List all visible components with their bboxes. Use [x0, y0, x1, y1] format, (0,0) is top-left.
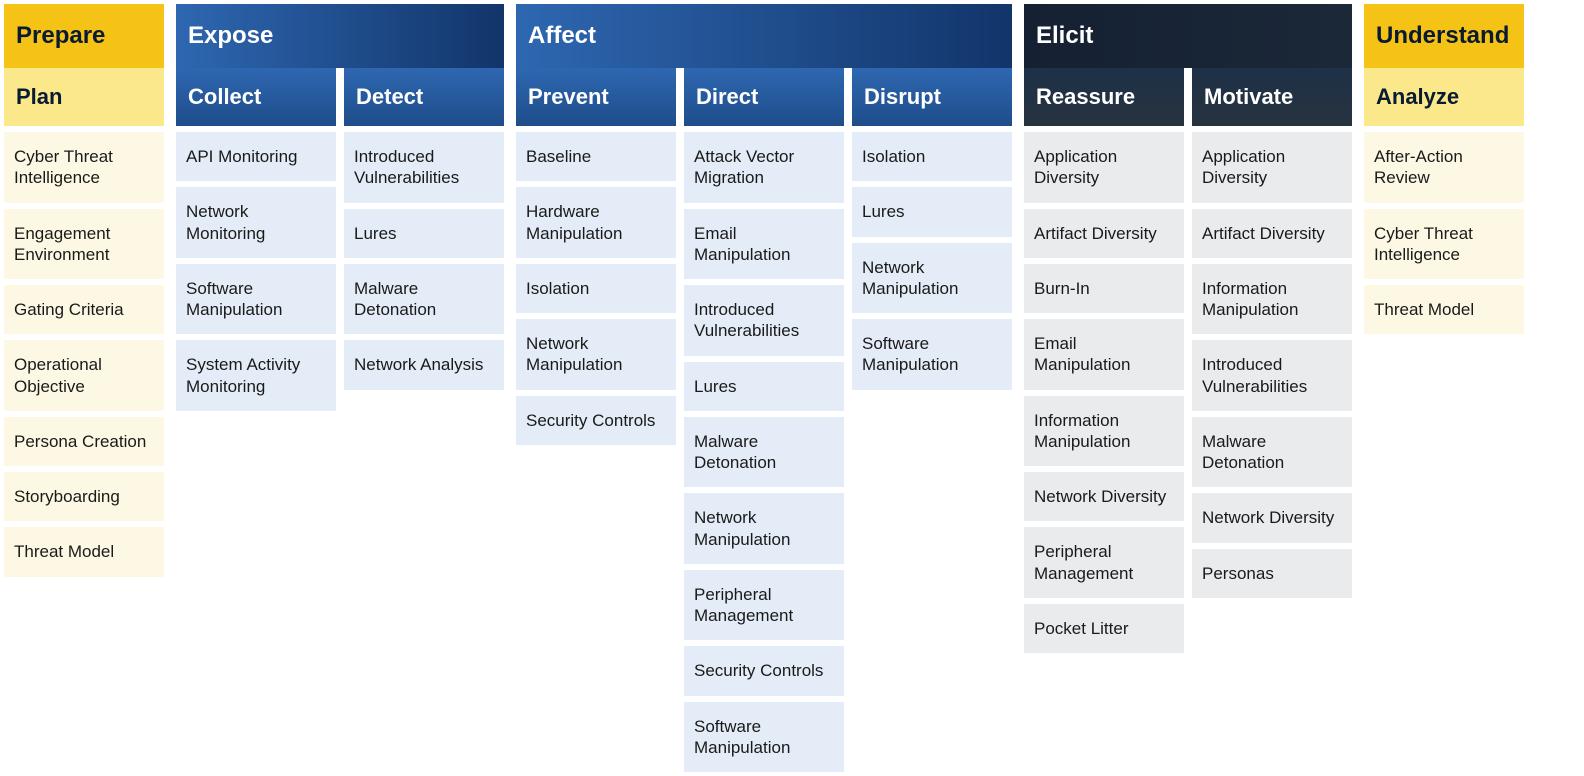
column-items: API Monitoring Network MonitoringSoftware…: [176, 126, 336, 411]
matrix-item[interactable]: After-Action Review: [1364, 132, 1524, 203]
matrix-item[interactable]: Network Manipulation: [516, 319, 676, 390]
matrix-item[interactable]: Introduced Vulnerabilities: [1192, 340, 1352, 411]
column-collect: CollectAPI MonitoringNetwork MonitoringS…: [176, 68, 336, 411]
column-plan: PlanCyber Threat IntelligenceEngagement …: [4, 68, 164, 577]
columns-row: Prevent Baseline Hardware Manipulation Isol…: [516, 68, 1012, 772]
column-items: Baseline Hardware Manipulation Isolation Ne…: [516, 126, 676, 445]
matrix-item[interactable]: Malware Detonation: [684, 417, 844, 488]
matrix-item[interactable]: API Monitoring: [176, 132, 336, 181]
matrix-item[interactable]: Peripheral Management: [684, 570, 844, 641]
matrix-item[interactable]: Gating Criteria: [4, 285, 164, 334]
group-prepare: PreparePlanCyber Threat IntelligenceEnga…: [4, 4, 164, 577]
column-detect: Detect Introduced Vulnerabilities Lures Mal…: [344, 68, 504, 390]
matrix-item[interactable]: Peripheral Management: [1024, 527, 1184, 598]
column-disrupt: Disrupt Isolation Lures Network Manipulatio…: [852, 68, 1012, 390]
column-header: Plan: [4, 68, 164, 126]
matrix-item[interactable]: Isolation: [852, 132, 1012, 181]
column-motivate: Motivate Application Diversity Artifact Di…: [1192, 68, 1352, 598]
columns-row: ReassureApplication DiversityArtifact Di…: [1024, 68, 1352, 653]
column-header: Analyze: [1364, 68, 1524, 126]
group-header: Prepare: [4, 4, 164, 68]
group-affect: AffectPrevent Baseline Hardware Manipulati…: [516, 4, 1012, 772]
column-items: Introduced Vulnerabilities Lures Malware D…: [344, 126, 504, 390]
matrix-item[interactable]: Hardware Manipulation: [516, 187, 676, 258]
matrix-item[interactable]: Network Monitoring: [176, 187, 336, 258]
column-header: Direct: [684, 68, 844, 126]
matrix-item[interactable]: Introduced Vulnerabilities: [684, 285, 844, 356]
columns-row: PlanCyber Threat IntelligenceEngagement …: [4, 68, 164, 577]
column-reassure: Reassure Application Diversity Artifact Di…: [1024, 68, 1184, 653]
group-understand: UnderstandAnalyzeAfter-Action ReviewCybe…: [1364, 4, 1524, 334]
column-prevent: Prevent Baseline Hardware Manipulation Isol…: [516, 68, 676, 445]
column-items: Attack Vector MigrationEmail Manipulatio…: [684, 126, 844, 772]
column-header: Reassure: [1024, 68, 1184, 126]
matrix-item[interactable]: Personas: [1192, 549, 1352, 598]
matrix-item[interactable]: Introduced Vulnerabilities: [344, 132, 504, 203]
matrix-item[interactable]: Network Diversity: [1192, 493, 1352, 542]
matrix-item[interactable]: Information Manipulation: [1192, 264, 1352, 335]
matrix-item[interactable]: Network Diversity: [1024, 472, 1184, 521]
matrix-item[interactable]: Cyber Threat Intelligence: [4, 132, 164, 203]
matrix-item[interactable]: Software Manipulation: [684, 702, 844, 773]
matrix-item[interactable]: Security Controls: [684, 646, 844, 695]
matrix-item[interactable]: Pocket Litter: [1024, 604, 1184, 653]
column-items: Application Diversity Artifact Diversity B…: [1024, 126, 1184, 653]
matrix-item[interactable]: Threat Model: [4, 527, 164, 576]
column-analyze: AnalyzeAfter-Action ReviewCyber Threat I…: [1364, 68, 1524, 334]
column-direct: DirectAttack Vector MigrationEmail Manip…: [684, 68, 844, 772]
matrix-item[interactable]: Burn-In: [1024, 264, 1184, 313]
matrix-item[interactable]: Application Diversity: [1024, 132, 1184, 203]
engage-matrix: PreparePlanCyber Threat IntelligenceEnga…: [4, 4, 1580, 772]
matrix-item[interactable]: Lures: [684, 362, 844, 411]
matrix-item[interactable]: Email Manipulation: [1024, 319, 1184, 390]
matrix-item[interactable]: Network Analysis: [344, 340, 504, 389]
group-header: Elicit: [1024, 4, 1352, 68]
column-header: Motivate: [1192, 68, 1352, 126]
matrix-item[interactable]: Storyboarding: [4, 472, 164, 521]
column-items: After-Action ReviewCyber Threat Intellig…: [1364, 126, 1524, 334]
matrix-item[interactable]: Malware Detonation: [1192, 417, 1352, 488]
matrix-item[interactable]: Security Controls: [516, 396, 676, 445]
matrix-item[interactable]: Baseline: [516, 132, 676, 181]
matrix-item[interactable]: Lures: [344, 209, 504, 258]
matrix-item[interactable]: Artifact Diversity: [1024, 209, 1184, 258]
matrix-item[interactable]: Application Diversity: [1192, 132, 1352, 203]
column-items: Cyber Threat IntelligenceEngagement Envi…: [4, 126, 164, 577]
columns-row: AnalyzeAfter-Action ReviewCyber Threat I…: [1364, 68, 1524, 334]
matrix-item[interactable]: Engagement Environment: [4, 209, 164, 280]
matrix-item[interactable]: Operational Objective: [4, 340, 164, 411]
column-header: Collect: [176, 68, 336, 126]
matrix-item[interactable]: Attack Vector Migration: [684, 132, 844, 203]
matrix-item[interactable]: Network Manipulation: [684, 493, 844, 564]
matrix-item[interactable]: Software Manipulation: [176, 264, 336, 335]
matrix-item[interactable]: Email Manipulation: [684, 209, 844, 280]
matrix-item[interactable]: Information Manipulation: [1024, 396, 1184, 467]
group-header: Affect: [516, 4, 1012, 68]
matrix-item[interactable]: Software Manipulation: [852, 319, 1012, 390]
matrix-item[interactable]: Isolation: [516, 264, 676, 313]
column-items: Application Diversity Artifact Diversity I…: [1192, 126, 1352, 598]
group-expose: ExposeCollect API Monitoring Network Monit…: [176, 4, 504, 411]
matrix-item[interactable]: Threat Model: [1364, 285, 1524, 334]
column-header: Detect: [344, 68, 504, 126]
matrix-item[interactable]: Network Manipulation: [852, 243, 1012, 314]
column-items: Isolation Lures Network ManipulationSoftwa…: [852, 126, 1012, 390]
matrix-item[interactable]: Malware Detonation: [344, 264, 504, 335]
matrix-item[interactable]: Lures: [852, 187, 1012, 236]
matrix-item[interactable]: Persona Creation: [4, 417, 164, 466]
matrix-item[interactable]: System Activity Monitoring: [176, 340, 336, 411]
columns-row: CollectAPI MonitoringNetwork MonitoringS…: [176, 68, 504, 411]
group-header: Understand: [1364, 4, 1524, 68]
matrix-item[interactable]: Cyber Threat Intelligence: [1364, 209, 1524, 280]
column-header: Disrupt: [852, 68, 1012, 126]
group-elicit: ElicitReassureApplication DiversityArtif…: [1024, 4, 1352, 653]
column-header: Prevent: [516, 68, 676, 126]
matrix-item[interactable]: Artifact Diversity: [1192, 209, 1352, 258]
group-header: Expose: [176, 4, 504, 68]
